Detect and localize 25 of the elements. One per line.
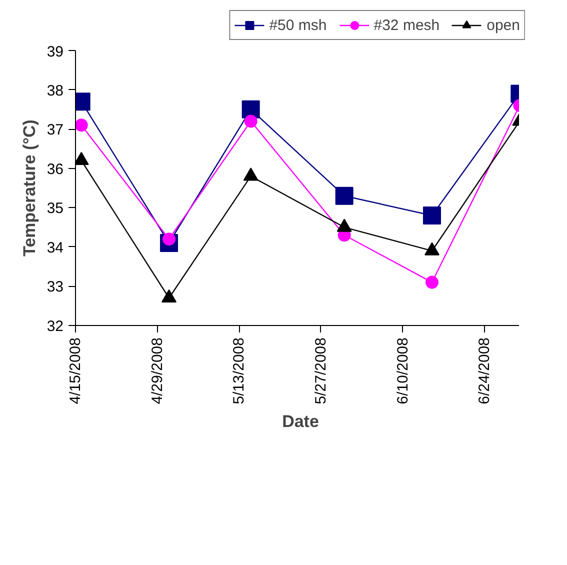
x-tick-label: 4/29/2008: [148, 337, 166, 404]
legend-label: #32 mesh: [374, 16, 440, 34]
legend-label: open: [486, 16, 520, 34]
point: [244, 114, 258, 128]
y-tick-label: 35: [46, 200, 64, 218]
x-tick-label: 6/24/2008: [476, 337, 494, 404]
y-tick-label: 34: [46, 239, 64, 256]
y-tick-label: 32: [46, 318, 64, 335]
y-axis-title: Temperature (°C): [20, 120, 39, 256]
legend-label: #50 msh: [269, 16, 327, 34]
x-tick-label: 5/27/2008: [312, 337, 330, 404]
point: [422, 206, 441, 224]
point: [242, 100, 260, 118]
x-tick-label: 4/15/2008: [67, 337, 84, 404]
y-tick-label: 37: [46, 122, 64, 139]
point: [335, 186, 354, 205]
y-tick-label: 33: [46, 278, 64, 296]
x-axis-title: Date: [282, 412, 319, 432]
x-tick-label: 6/10/2008: [394, 337, 412, 404]
point: [425, 276, 438, 289]
point: [76, 118, 88, 132]
y-tick-label: 39: [46, 44, 64, 60]
y-tick-label: 38: [46, 82, 64, 100]
y-tick-label: 36: [46, 160, 64, 178]
x-tick-label: 5/13/2008: [230, 337, 248, 404]
